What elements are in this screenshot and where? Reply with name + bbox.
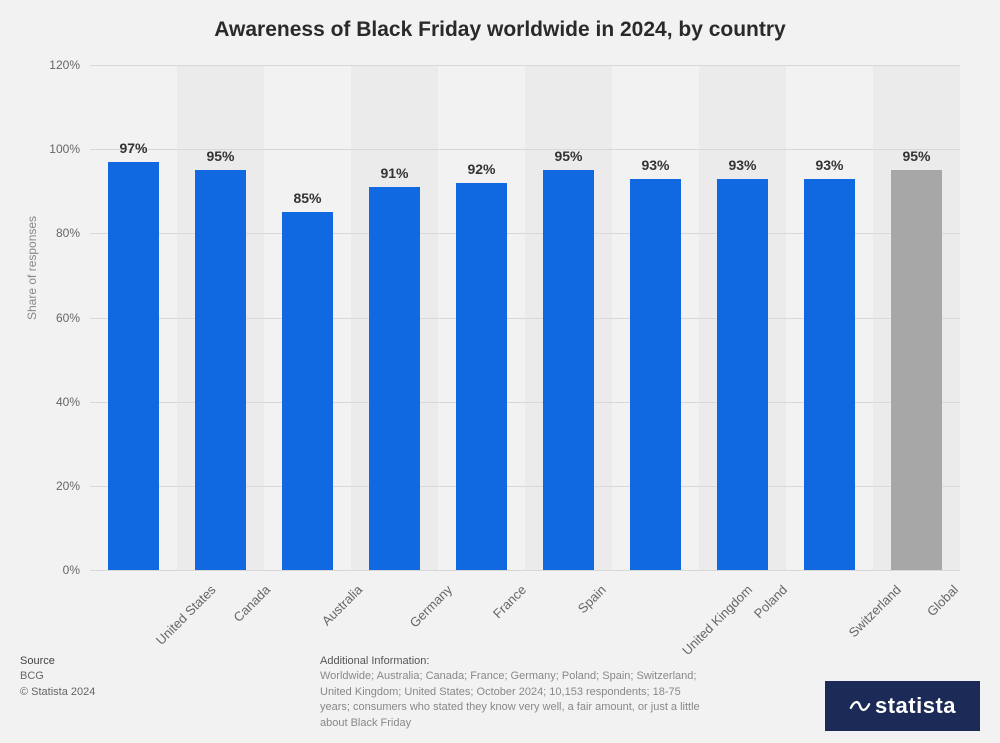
bar-value-label: 95%: [554, 148, 582, 164]
x-tick-label: United Kingdom: [679, 582, 755, 658]
additional-text: Worldwide; Australia; Canada; France; Ge…: [320, 669, 700, 731]
x-tick-label: Switzerland: [845, 582, 903, 640]
bar-value-label: 93%: [641, 157, 669, 173]
source-block: Source BCG © Statista 2024: [20, 654, 320, 700]
y-tick-label: 100%: [0, 142, 80, 156]
statista-logo: statista: [825, 681, 980, 731]
x-tick-label: Canada: [230, 582, 273, 625]
bar-value-label: 91%: [380, 165, 408, 181]
y-tick-label: 60%: [0, 311, 80, 325]
bar-value-label: 97%: [119, 140, 147, 156]
copyright: © Statista 2024: [20, 685, 320, 700]
plot: 97% 95% 85% 91% 92% 95% 93% 93% 93% 95%: [90, 65, 960, 570]
bar: [108, 162, 158, 570]
bar: [630, 179, 680, 570]
logo-wave-icon: [849, 695, 871, 717]
bar-value-label: 95%: [206, 148, 234, 164]
bar: [543, 170, 593, 570]
bar: [891, 170, 941, 570]
footer: Source BCG © Statista 2024 Additional In…: [20, 654, 980, 731]
additional-label: Additional Information:: [320, 654, 700, 669]
plot-area: 97% 95% 85% 91% 92% 95% 93% 93% 93% 95%: [90, 65, 960, 570]
bar: [804, 179, 854, 570]
additional-info-block: Additional Information: Worldwide; Austr…: [320, 654, 700, 731]
y-tick-label: 120%: [0, 58, 80, 72]
gridline: [90, 65, 960, 66]
x-tick-label: Global: [924, 582, 961, 619]
x-tick-label: Germany: [406, 582, 454, 630]
y-tick-label: 40%: [0, 395, 80, 409]
source-value: BCG: [20, 669, 320, 684]
x-tick-label: Australia: [318, 582, 364, 628]
chart-title: Awareness of Black Friday worldwide in 2…: [0, 0, 1000, 42]
source-label: Source: [20, 654, 320, 669]
bar-value-label: 85%: [293, 190, 321, 206]
bar: [456, 183, 506, 570]
chart-container: Awareness of Black Friday worldwide in 2…: [0, 0, 1000, 743]
x-tick-label: United States: [152, 582, 218, 648]
bar: [717, 179, 767, 570]
bar: [195, 170, 245, 570]
logo-text: statista: [849, 693, 956, 719]
bar-value-label: 92%: [467, 161, 495, 177]
bar-value-label: 93%: [728, 157, 756, 173]
bar-value-label: 93%: [815, 157, 843, 173]
x-tick-label: Poland: [750, 582, 789, 621]
gridline: [90, 570, 960, 571]
y-tick-label: 20%: [0, 479, 80, 493]
y-tick-label: 80%: [0, 226, 80, 240]
bar: [369, 187, 419, 570]
y-tick-label: 0%: [0, 563, 80, 577]
bar: [282, 212, 332, 570]
x-tick-label: France: [489, 582, 528, 621]
x-tick-label: Spain: [574, 582, 608, 616]
bar-value-label: 95%: [902, 148, 930, 164]
